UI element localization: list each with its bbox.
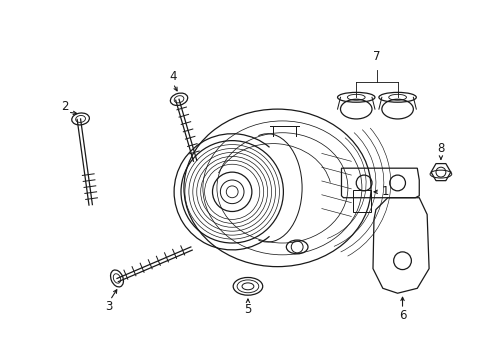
Text: 2: 2 [61,100,68,113]
Text: 4: 4 [169,70,177,83]
Text: 3: 3 [105,300,113,312]
Text: 5: 5 [244,303,251,316]
Text: 8: 8 [436,142,444,155]
Text: 6: 6 [398,309,406,322]
Bar [352,190,370,212]
Text: 1: 1 [381,185,389,198]
Text: 7: 7 [372,50,380,63]
